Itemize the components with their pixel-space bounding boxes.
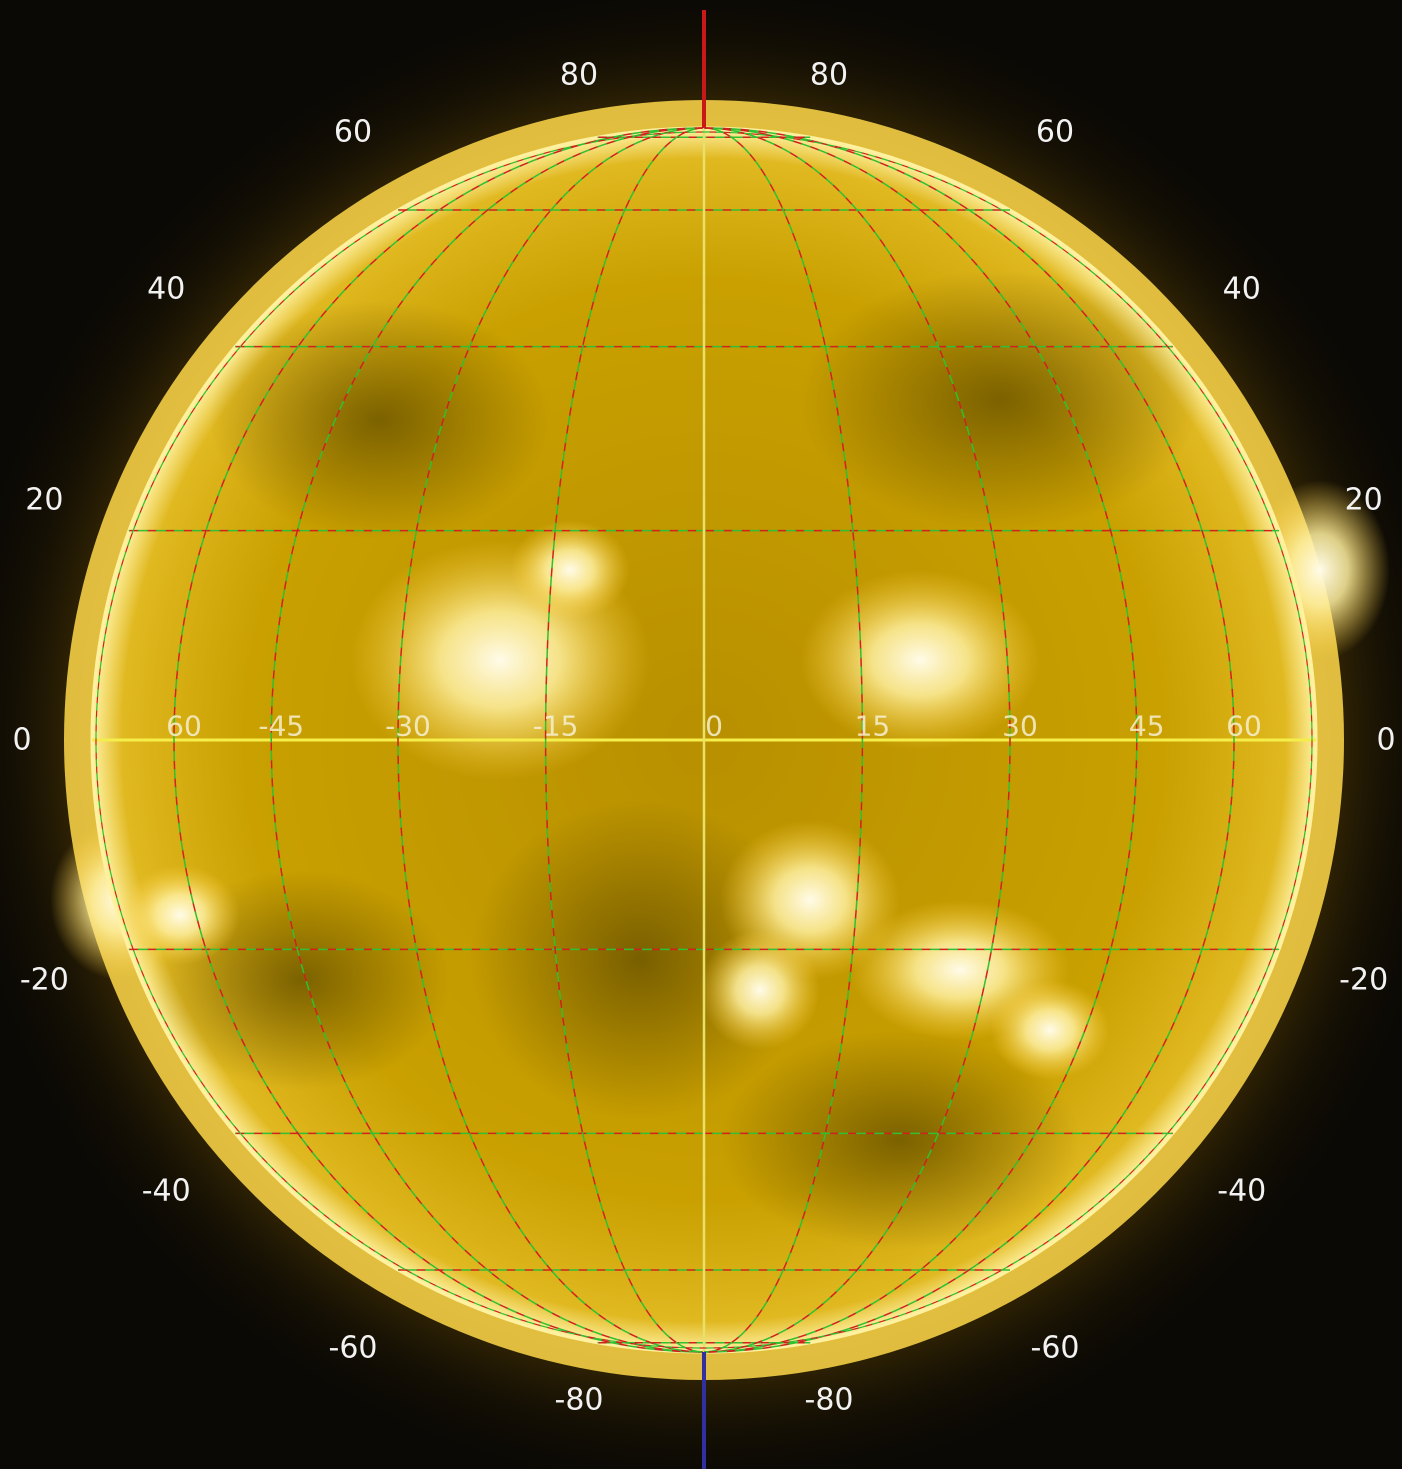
- lon-label: 60: [166, 710, 202, 743]
- lat-label-left: -40: [142, 1174, 191, 1209]
- coronal-hole: [210, 300, 550, 540]
- longitude-line: [703, 127, 1011, 1353]
- lon-label: 30: [1002, 710, 1038, 743]
- limb-grid-circle: [95, 131, 1313, 1349]
- lat-label-right: -80: [805, 1383, 854, 1418]
- longitude-line: [544, 127, 705, 1353]
- longitude-line: [703, 127, 864, 1353]
- lat-label-left: -80: [555, 1383, 604, 1418]
- longitude-line: [703, 127, 1011, 1353]
- lat-label-right: -40: [1217, 1174, 1266, 1209]
- lon-label: -15: [533, 710, 579, 743]
- grid-labels: 80 80 60 60 40 40 20 20 0 0 -20 -20 -40 -40 -60 -60 -80 -…: [12, 58, 1395, 1418]
- active-region: [700, 930, 820, 1050]
- lat-label-left: 40: [147, 271, 185, 306]
- lat-label-right: 60: [1036, 115, 1074, 150]
- lat-label-right: 20: [1345, 482, 1383, 517]
- active-region: [120, 865, 240, 965]
- lat-label-right: -20: [1339, 963, 1388, 998]
- lat-label-left: -20: [20, 963, 69, 998]
- longitude-line: [703, 127, 864, 1353]
- lat-label-right: 0: [1376, 723, 1395, 758]
- lat-label-right: -60: [1031, 1330, 1080, 1365]
- coordinate-grid: [92, 10, 1316, 1469]
- longitude-line: [703, 127, 1138, 1353]
- longitude-line: [703, 127, 1235, 1353]
- longitude-line: [270, 127, 705, 1353]
- lat-label-left: 80: [560, 58, 598, 93]
- disk-features: [120, 270, 1200, 1250]
- longitude-line: [173, 127, 705, 1353]
- coronal-hole: [800, 270, 1200, 530]
- active-region: [990, 980, 1110, 1080]
- lon-label: 0: [705, 710, 723, 743]
- lat-label-left: 20: [25, 482, 63, 517]
- active-region: [800, 570, 1040, 750]
- lat-label-left: 0: [12, 723, 31, 758]
- lat-label-right: 80: [810, 58, 848, 93]
- longitude-line: [397, 127, 705, 1353]
- lon-label: 45: [1129, 710, 1165, 743]
- lat-label-left: -60: [329, 1330, 378, 1365]
- longitude-line: [544, 127, 705, 1353]
- longitude-line: [397, 127, 705, 1353]
- lat-label-left: 60: [334, 115, 372, 150]
- lon-label: 60: [1226, 710, 1262, 743]
- active-region: [510, 520, 630, 620]
- lon-label: -30: [385, 710, 431, 743]
- lon-label: -45: [258, 710, 304, 743]
- lon-label: 15: [855, 710, 891, 743]
- lat-label-right: 40: [1223, 271, 1261, 306]
